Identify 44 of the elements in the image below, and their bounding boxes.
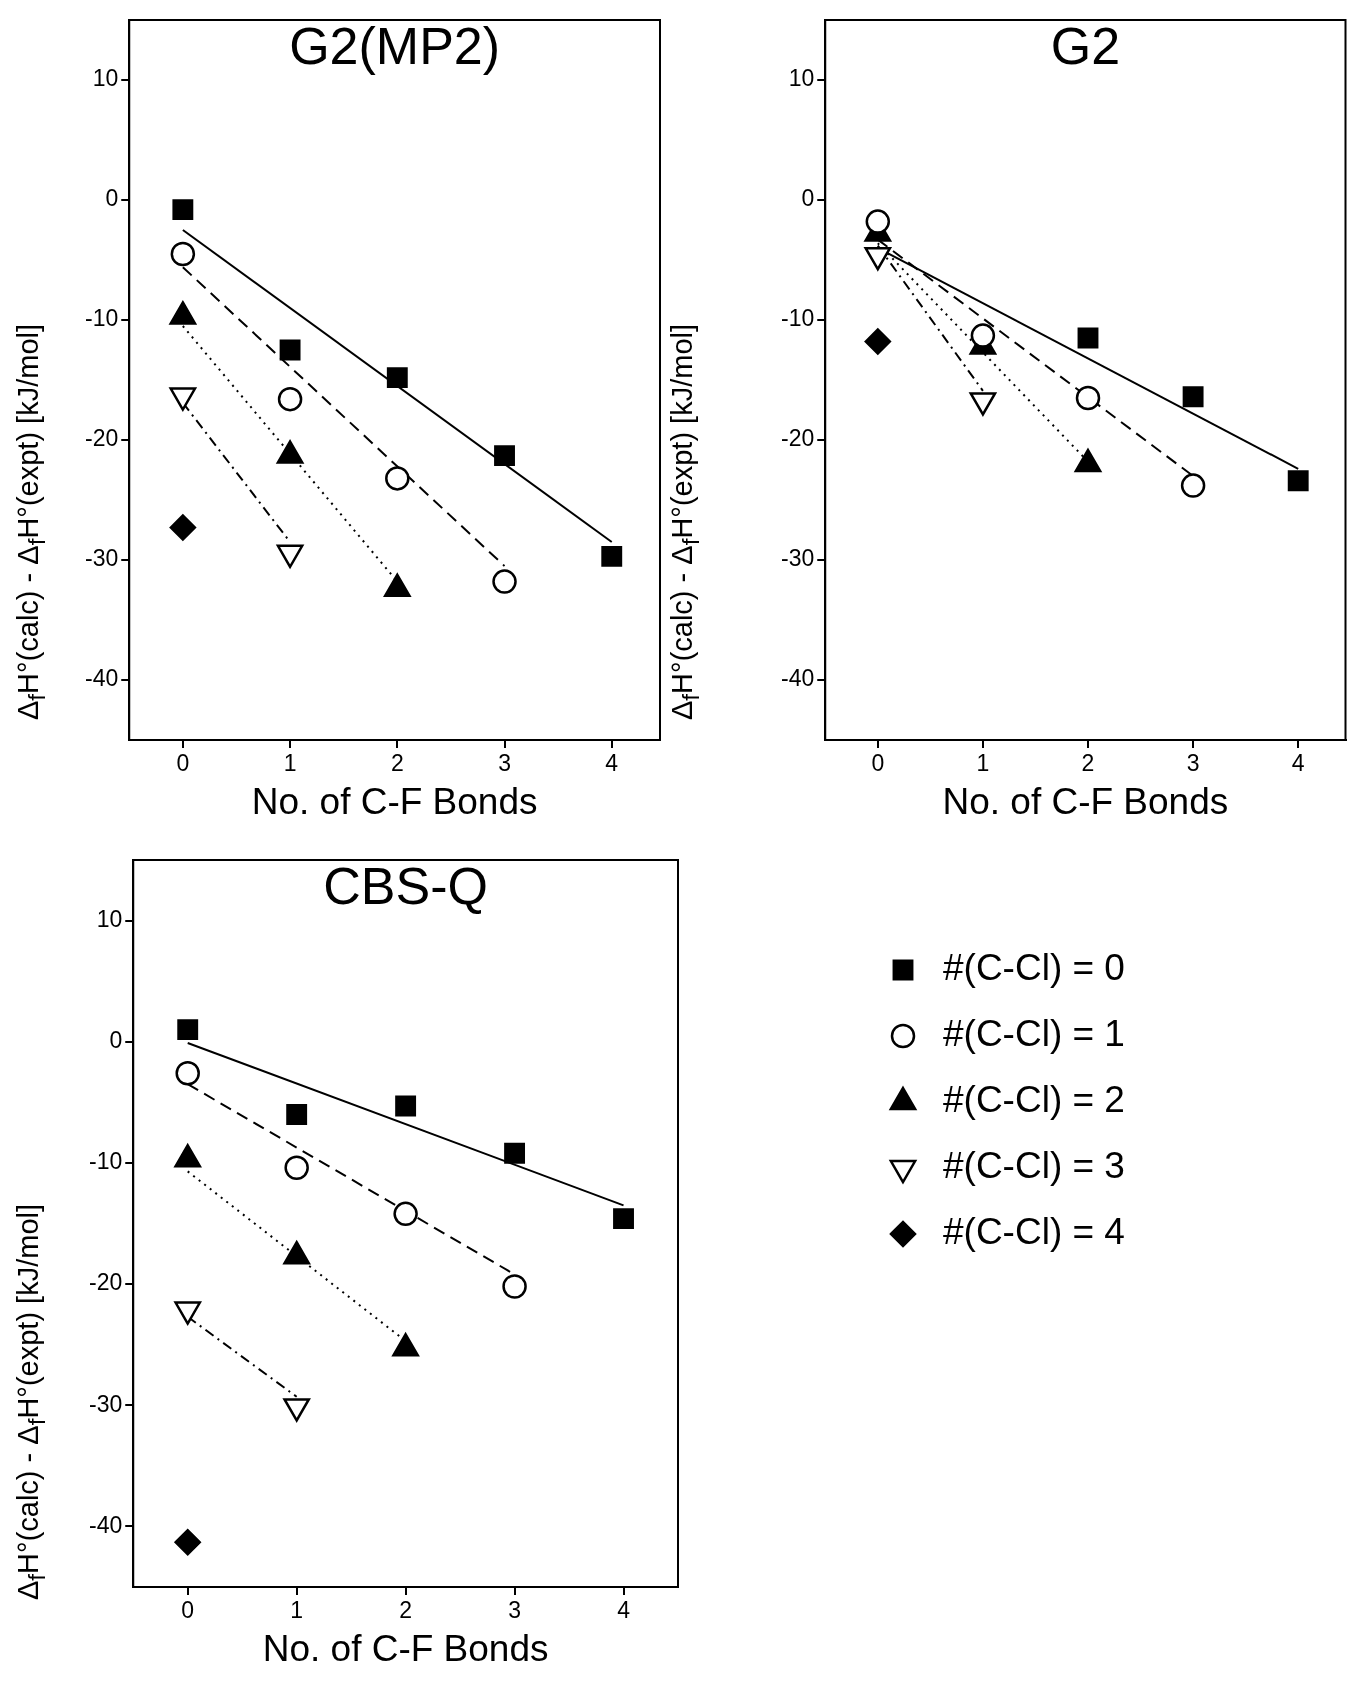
x-tick-label: 1: [290, 1597, 304, 1624]
x-axis-title: No. of C-F Bonds: [942, 781, 1229, 822]
x-tick-label: 4: [1291, 750, 1305, 777]
x-tick-label: 3: [1186, 750, 1200, 777]
x-tick-label: 0: [176, 750, 190, 777]
legend-label: #(C-Cl) = 3: [943, 1145, 1125, 1187]
legend-label: #(C-Cl) = 2: [943, 1079, 1125, 1121]
y-tick-label: -20: [780, 425, 815, 452]
x-tick-label: 1: [283, 750, 297, 777]
y-tick-label: -10: [88, 1148, 123, 1175]
x-tick-label: 1: [976, 750, 990, 777]
x-tick-label: 2: [390, 750, 404, 777]
y-tick-label: 10: [92, 65, 119, 92]
y-tick-label: 10: [788, 65, 815, 92]
y-tick-label: 10: [96, 905, 123, 932]
legend-label: #(C-Cl) = 0: [943, 947, 1125, 989]
y-tick-label: 0: [105, 185, 119, 212]
x-tick-label: 2: [1081, 750, 1095, 777]
x-tick-label: 4: [617, 1597, 631, 1624]
x-tick-label: 2: [399, 1597, 413, 1624]
legend-label: #(C-Cl) = 1: [943, 1013, 1125, 1055]
chart-title: G2: [1050, 17, 1121, 76]
y-tick-label: -10: [780, 305, 815, 332]
y-tick-label: -40: [88, 1511, 123, 1538]
y-tick-label: -30: [780, 545, 815, 572]
x-axis-title: No. of C-F Bonds: [251, 781, 538, 822]
x-tick-label: 3: [508, 1597, 521, 1624]
y-tick-label: 0: [109, 1027, 123, 1054]
chart-title: G2(MP2): [289, 17, 501, 76]
y-tick-label: 0: [801, 185, 815, 212]
x-axis-title: No. of C-F Bonds: [262, 1628, 549, 1669]
y-tick-label: -20: [84, 425, 119, 452]
y-tick-label: -40: [84, 665, 119, 692]
chart-title: CBS-Q: [323, 857, 488, 916]
x-tick-label: 4: [605, 750, 619, 777]
y-tick-label: -10: [84, 305, 119, 332]
x-tick-label: 0: [871, 750, 885, 777]
y-tick-label: -30: [84, 545, 119, 572]
x-tick-label: 3: [498, 750, 511, 777]
x-tick-label: 0: [181, 1597, 195, 1624]
legend-label: #(C-Cl) = 4: [943, 1211, 1125, 1253]
y-tick-label: -30: [88, 1390, 123, 1417]
y-tick-label: -40: [780, 665, 815, 692]
y-tick-label: -20: [88, 1269, 123, 1296]
